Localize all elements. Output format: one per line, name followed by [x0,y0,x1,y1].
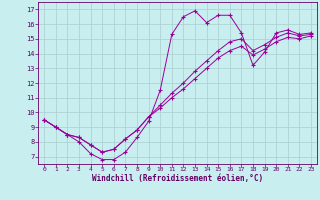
X-axis label: Windchill (Refroidissement éolien,°C): Windchill (Refroidissement éolien,°C) [92,174,263,183]
